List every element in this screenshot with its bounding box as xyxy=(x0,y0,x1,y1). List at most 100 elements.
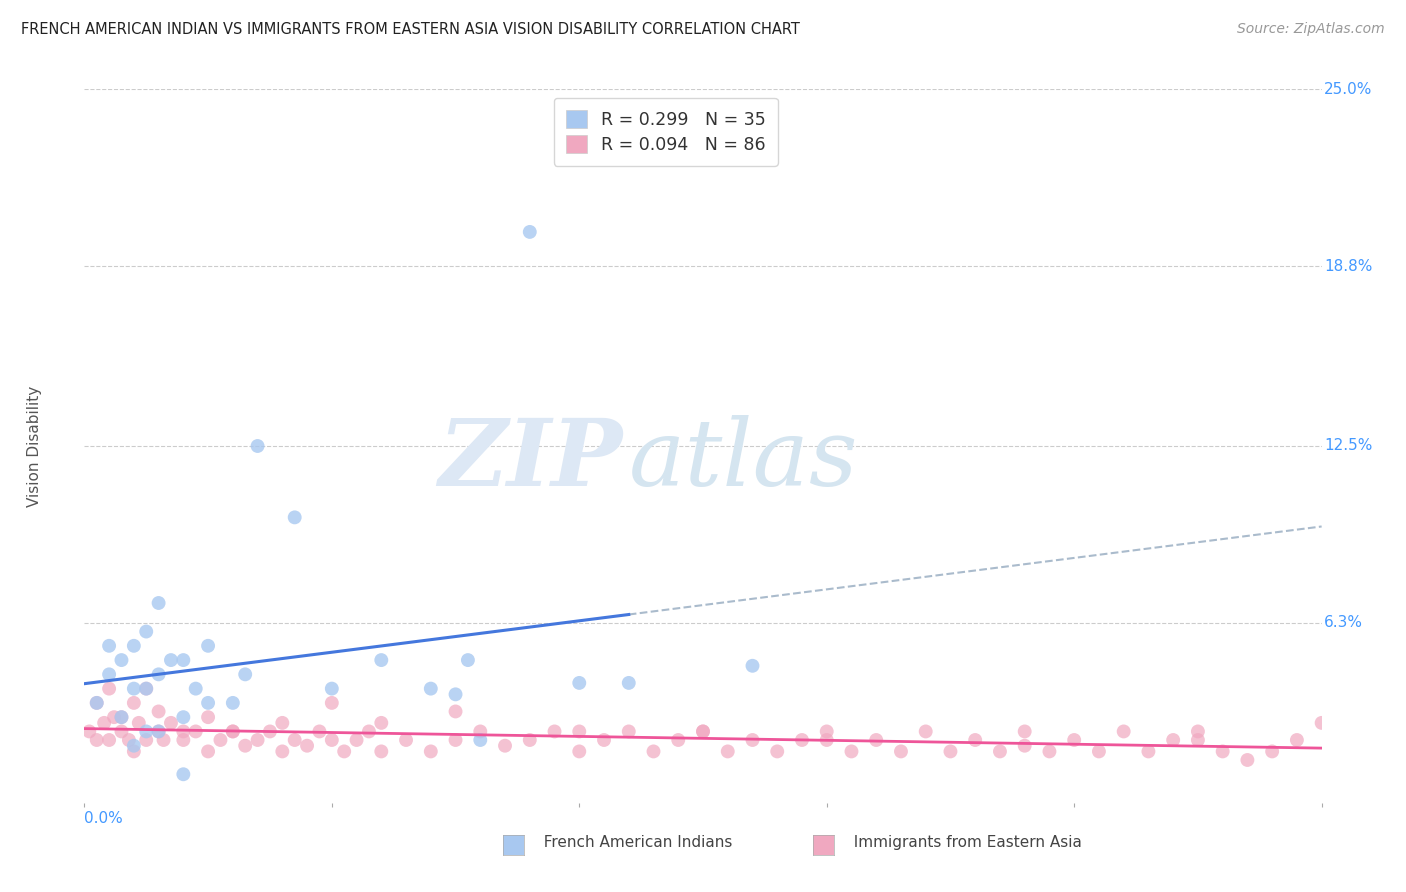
Point xyxy=(284,733,307,747)
Point xyxy=(939,744,962,758)
Point xyxy=(1137,744,1160,758)
Text: Source: ZipAtlas.com: Source: ZipAtlas.com xyxy=(1237,22,1385,37)
Point xyxy=(172,767,194,781)
Point xyxy=(370,744,392,758)
Point xyxy=(209,733,232,747)
Point xyxy=(419,681,441,696)
Point xyxy=(222,724,245,739)
Text: 25.0%: 25.0% xyxy=(1324,82,1372,96)
Point xyxy=(98,733,121,747)
Point xyxy=(1014,739,1036,753)
Point xyxy=(160,715,183,730)
Point xyxy=(841,744,863,758)
Point xyxy=(172,733,194,747)
Point xyxy=(172,724,194,739)
Point xyxy=(815,724,838,739)
Text: 0.0%: 0.0% xyxy=(84,812,124,826)
Point xyxy=(766,744,789,758)
Point xyxy=(666,733,689,747)
Text: 12.5%: 12.5% xyxy=(1324,439,1372,453)
Point xyxy=(184,681,207,696)
Point xyxy=(470,733,492,747)
Point xyxy=(93,715,115,730)
Point xyxy=(1187,733,1209,747)
Point xyxy=(135,681,157,696)
Point xyxy=(321,696,343,710)
Point xyxy=(103,710,125,724)
Point xyxy=(1236,753,1258,767)
Point xyxy=(271,715,294,730)
Point xyxy=(135,724,157,739)
Point xyxy=(233,739,256,753)
Point xyxy=(357,724,380,739)
Point xyxy=(122,696,145,710)
Point xyxy=(152,733,174,747)
Point xyxy=(865,733,887,747)
Point xyxy=(741,733,763,747)
Point xyxy=(86,696,108,710)
Point xyxy=(988,744,1011,758)
Point xyxy=(110,710,132,724)
Point xyxy=(717,744,740,758)
Point xyxy=(519,733,541,747)
Point xyxy=(741,658,763,673)
Point xyxy=(815,733,838,747)
Point xyxy=(160,653,183,667)
Point xyxy=(122,681,145,696)
Point xyxy=(494,739,516,753)
Point xyxy=(568,724,591,739)
Point xyxy=(617,676,640,690)
Point xyxy=(197,744,219,758)
Point xyxy=(295,739,318,753)
Point xyxy=(321,733,343,747)
Point xyxy=(333,744,356,758)
Point xyxy=(222,696,245,710)
Point xyxy=(98,639,121,653)
Point xyxy=(1088,744,1111,758)
Point xyxy=(122,739,145,753)
Point xyxy=(246,733,269,747)
Point xyxy=(197,639,219,653)
Text: ZIP: ZIP xyxy=(439,416,623,505)
Point xyxy=(543,724,565,739)
Point xyxy=(444,733,467,747)
Point xyxy=(643,744,665,758)
Point xyxy=(1038,744,1060,758)
Point xyxy=(568,676,591,690)
Point xyxy=(457,653,479,667)
Point xyxy=(197,710,219,724)
Point xyxy=(617,724,640,739)
Point xyxy=(419,744,441,758)
Point xyxy=(1161,733,1184,747)
Text: French American Indians: French American Indians xyxy=(534,836,733,850)
Point xyxy=(148,667,170,681)
Point xyxy=(346,733,368,747)
Point xyxy=(790,733,813,747)
Point xyxy=(308,724,330,739)
Point xyxy=(148,596,170,610)
Point xyxy=(1310,715,1333,730)
Point xyxy=(128,715,150,730)
Point xyxy=(692,724,714,739)
Point xyxy=(259,724,281,739)
Text: 18.8%: 18.8% xyxy=(1324,259,1372,274)
Point xyxy=(1212,744,1234,758)
Point xyxy=(172,653,194,667)
Point xyxy=(1063,733,1085,747)
Point xyxy=(284,510,307,524)
Point xyxy=(135,624,157,639)
Point xyxy=(1112,724,1135,739)
Point xyxy=(321,681,343,696)
Point xyxy=(1014,724,1036,739)
Point xyxy=(122,744,145,758)
Text: 6.3%: 6.3% xyxy=(1324,615,1362,631)
Text: Vision Disability: Vision Disability xyxy=(27,385,42,507)
Point xyxy=(593,733,616,747)
Point xyxy=(148,724,170,739)
Point xyxy=(233,667,256,681)
Point xyxy=(98,667,121,681)
Point xyxy=(370,715,392,730)
Point xyxy=(135,681,157,696)
Point xyxy=(1261,744,1284,758)
Point xyxy=(692,724,714,739)
